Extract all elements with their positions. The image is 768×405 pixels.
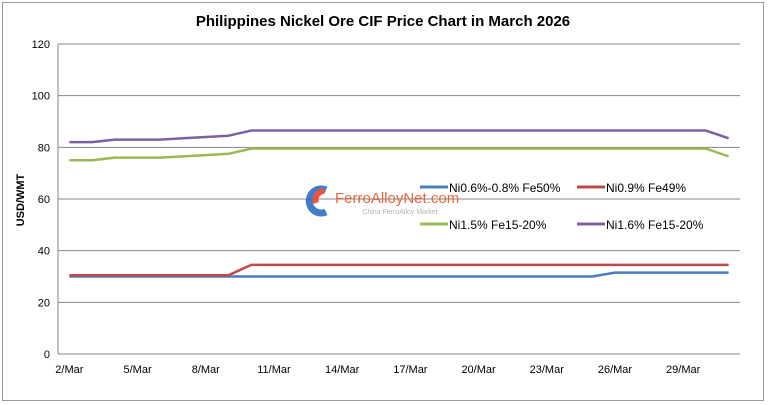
x-tick-label: 29/Mar	[666, 364, 701, 376]
series-line	[69, 147, 730, 162]
x-tick-label: 20/Mar	[461, 364, 496, 376]
y-tick-label: 40	[38, 246, 50, 258]
y-tick-label: 20	[38, 297, 50, 309]
x-tick-label: 5/Mar	[124, 364, 152, 376]
x-tick-label: 17/Mar	[393, 364, 428, 376]
y-tick-label: 100	[32, 91, 50, 103]
x-tick-label: 2/Mar	[55, 364, 83, 376]
legend: Ni0.6%-0.8% Fe50% Ni0.9% Fe49% Ni1.5% Fe15…	[420, 181, 704, 232]
x-tick-label: 14/Mar	[325, 364, 360, 376]
y-tick-label: 60	[38, 194, 50, 206]
chart-title: Philippines Nickel Ore CIF Price Chart i…	[196, 13, 570, 30]
y-tick-label: 120	[32, 39, 50, 51]
watermark-logo: FerroAlloyNet.com China FerroAlloy Marke…	[305, 185, 459, 217]
legend-label: Ni0.6%-0.8% Fe50%	[449, 181, 561, 195]
x-tick-label: 26/Mar	[598, 364, 633, 376]
series-line	[69, 263, 729, 277]
y-axis-label: USD/WMT	[15, 173, 27, 226]
x-tick-label: 8/Mar	[192, 364, 220, 376]
y-tick-label: 80	[38, 142, 50, 154]
legend-label: Ni1.5% Fe15-20%	[449, 218, 547, 232]
watermark-brand: FerroAlloyNet.com	[335, 190, 459, 207]
x-tick-label: 11/Mar	[257, 364, 291, 376]
chart-frame	[2, 2, 764, 401]
series-line	[69, 271, 729, 278]
y-tick-label: 0	[44, 349, 50, 361]
legend-label: Ni0.9% Fe49%	[606, 181, 686, 195]
legend-label: Ni1.6% Fe15-20%	[606, 218, 704, 232]
x-tick-label: 23/Mar	[530, 364, 565, 376]
watermark-tagline: China FerroAlloy Market	[362, 209, 438, 216]
series-line	[69, 129, 730, 144]
